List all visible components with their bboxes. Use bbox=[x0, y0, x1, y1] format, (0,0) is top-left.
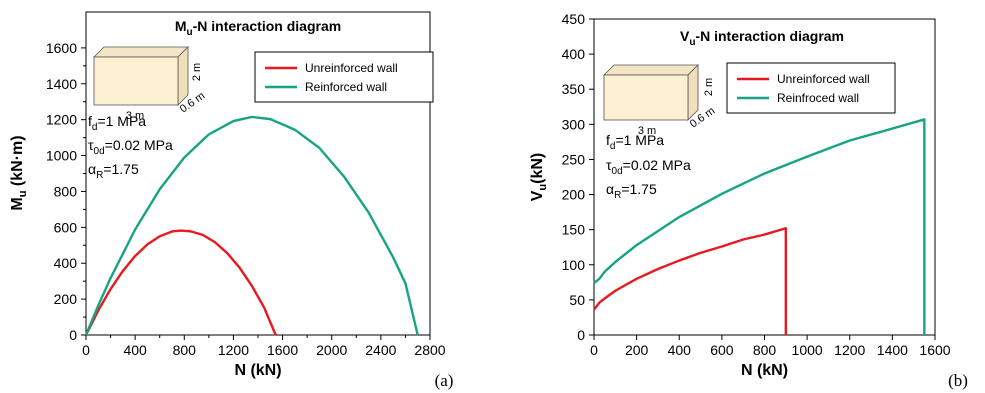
y-tick-label: 1600 bbox=[46, 40, 77, 56]
legend-label: Unreinforced wall bbox=[305, 61, 398, 75]
wall-top-face bbox=[93, 46, 189, 58]
y-tick-label: 0 bbox=[577, 327, 585, 343]
wall-side-face bbox=[687, 64, 699, 121]
x-tick-label: 2800 bbox=[414, 342, 445, 358]
y-tick-label: 50 bbox=[569, 292, 585, 308]
x-axis-label: N (kN) bbox=[234, 362, 281, 379]
x-tick-label: 200 bbox=[625, 342, 649, 358]
x-tick-label: 1200 bbox=[834, 342, 865, 358]
reinforced-wall-line bbox=[593, 118, 926, 335]
parameter-annotation: fd=1 MPa bbox=[88, 113, 146, 133]
wall-front-face bbox=[93, 56, 179, 106]
legend-label: Reinforced wall bbox=[305, 80, 387, 94]
y-tick-label: 1000 bbox=[46, 148, 77, 164]
x-tick-label: 2400 bbox=[365, 342, 396, 358]
legend-label: Unreinforced wall bbox=[777, 72, 870, 86]
panel-label: (b) bbox=[948, 371, 968, 390]
y-tick-label: 600 bbox=[54, 219, 78, 235]
x-tick-label: 1600 bbox=[919, 342, 950, 358]
parameter-annotation: αR=1.75 bbox=[606, 181, 657, 201]
legend: Unreinforced wall Reinfroced wall bbox=[726, 62, 896, 114]
y-tick-label: 400 bbox=[54, 255, 78, 271]
x-axis-label: N (kN) bbox=[741, 362, 788, 379]
legend-label: Reinfroced wall bbox=[777, 91, 859, 105]
x-tick-label: 400 bbox=[123, 342, 147, 358]
y-tick-label: 200 bbox=[54, 291, 78, 307]
y-tick-label: 0 bbox=[69, 327, 77, 343]
x-tick-label: 1600 bbox=[267, 342, 298, 358]
chart-title: Vu-N interaction diagram bbox=[680, 28, 844, 48]
wall-height-label: 2 m bbox=[703, 78, 715, 96]
y-tick-label: 450 bbox=[562, 11, 586, 27]
wall-height-label: 2 m bbox=[191, 63, 203, 81]
y-tick-label: 1400 bbox=[46, 76, 77, 92]
y-axis-label: Mu (kN·m) bbox=[9, 135, 29, 210]
y-tick-label: 350 bbox=[562, 81, 586, 97]
panel-label: (a) bbox=[435, 371, 454, 390]
y-tick-label: 200 bbox=[562, 187, 586, 203]
y-axis-label: Vu(kN) bbox=[529, 153, 549, 202]
y-tick-label: 150 bbox=[562, 222, 586, 238]
x-tick-label: 0 bbox=[82, 342, 90, 358]
parameter-annotation: τ0d=0.02 MPa bbox=[88, 137, 173, 157]
parameter-annotation: fd=1 MPa bbox=[606, 132, 664, 152]
legend-frame bbox=[254, 51, 434, 103]
x-tick-label: 2000 bbox=[316, 342, 347, 358]
chart-title: Mu-N interaction diagram bbox=[175, 18, 341, 38]
wall-length-label: 3 m bbox=[126, 110, 144, 122]
x-tick-label: 800 bbox=[753, 342, 777, 358]
y-tick-label: 800 bbox=[54, 183, 78, 199]
panel-a: 0 400 800 1200 1600 2000 2400 2800 0 200 400 600 800… bbox=[9, 11, 454, 390]
reinforced-wall-line bbox=[84, 115, 419, 336]
y-tick-label: 300 bbox=[562, 116, 586, 132]
y-tick-label: 250 bbox=[562, 151, 586, 167]
x-tick-label: 600 bbox=[710, 342, 734, 358]
x-tick-label: 400 bbox=[668, 342, 692, 358]
x-tick-label: 800 bbox=[173, 342, 197, 358]
x-tick-label: 1200 bbox=[218, 342, 249, 358]
unreinforced-wall-line bbox=[84, 229, 277, 336]
wall-front-face bbox=[603, 74, 689, 121]
x-tick-label: 1400 bbox=[877, 342, 908, 358]
wall-top-face bbox=[603, 64, 699, 76]
legend-frame bbox=[726, 62, 896, 114]
wall-side-face bbox=[177, 46, 189, 106]
wall-illustration bbox=[93, 46, 189, 106]
y-tick-label: 1200 bbox=[46, 112, 77, 128]
y-tick-label: 100 bbox=[562, 257, 586, 273]
x-tick-label: 1000 bbox=[792, 342, 823, 358]
legend: Unreinforced wall Reinforced wall bbox=[254, 51, 434, 103]
parameter-annotation: τ0d=0.02 MPa bbox=[606, 157, 691, 177]
parameter-annotation: αR=1.75 bbox=[88, 161, 139, 181]
x-tick-label: 0 bbox=[590, 342, 598, 358]
unreinforced-wall-line bbox=[593, 227, 788, 335]
y-tick-label: 400 bbox=[562, 46, 586, 62]
panel-b: 0 200 400 600 800 1000 1200 1400 1600 0 50 100 150 20… bbox=[529, 11, 968, 390]
wall-length-label: 3 m bbox=[638, 125, 656, 137]
wall-illustration bbox=[603, 64, 699, 121]
